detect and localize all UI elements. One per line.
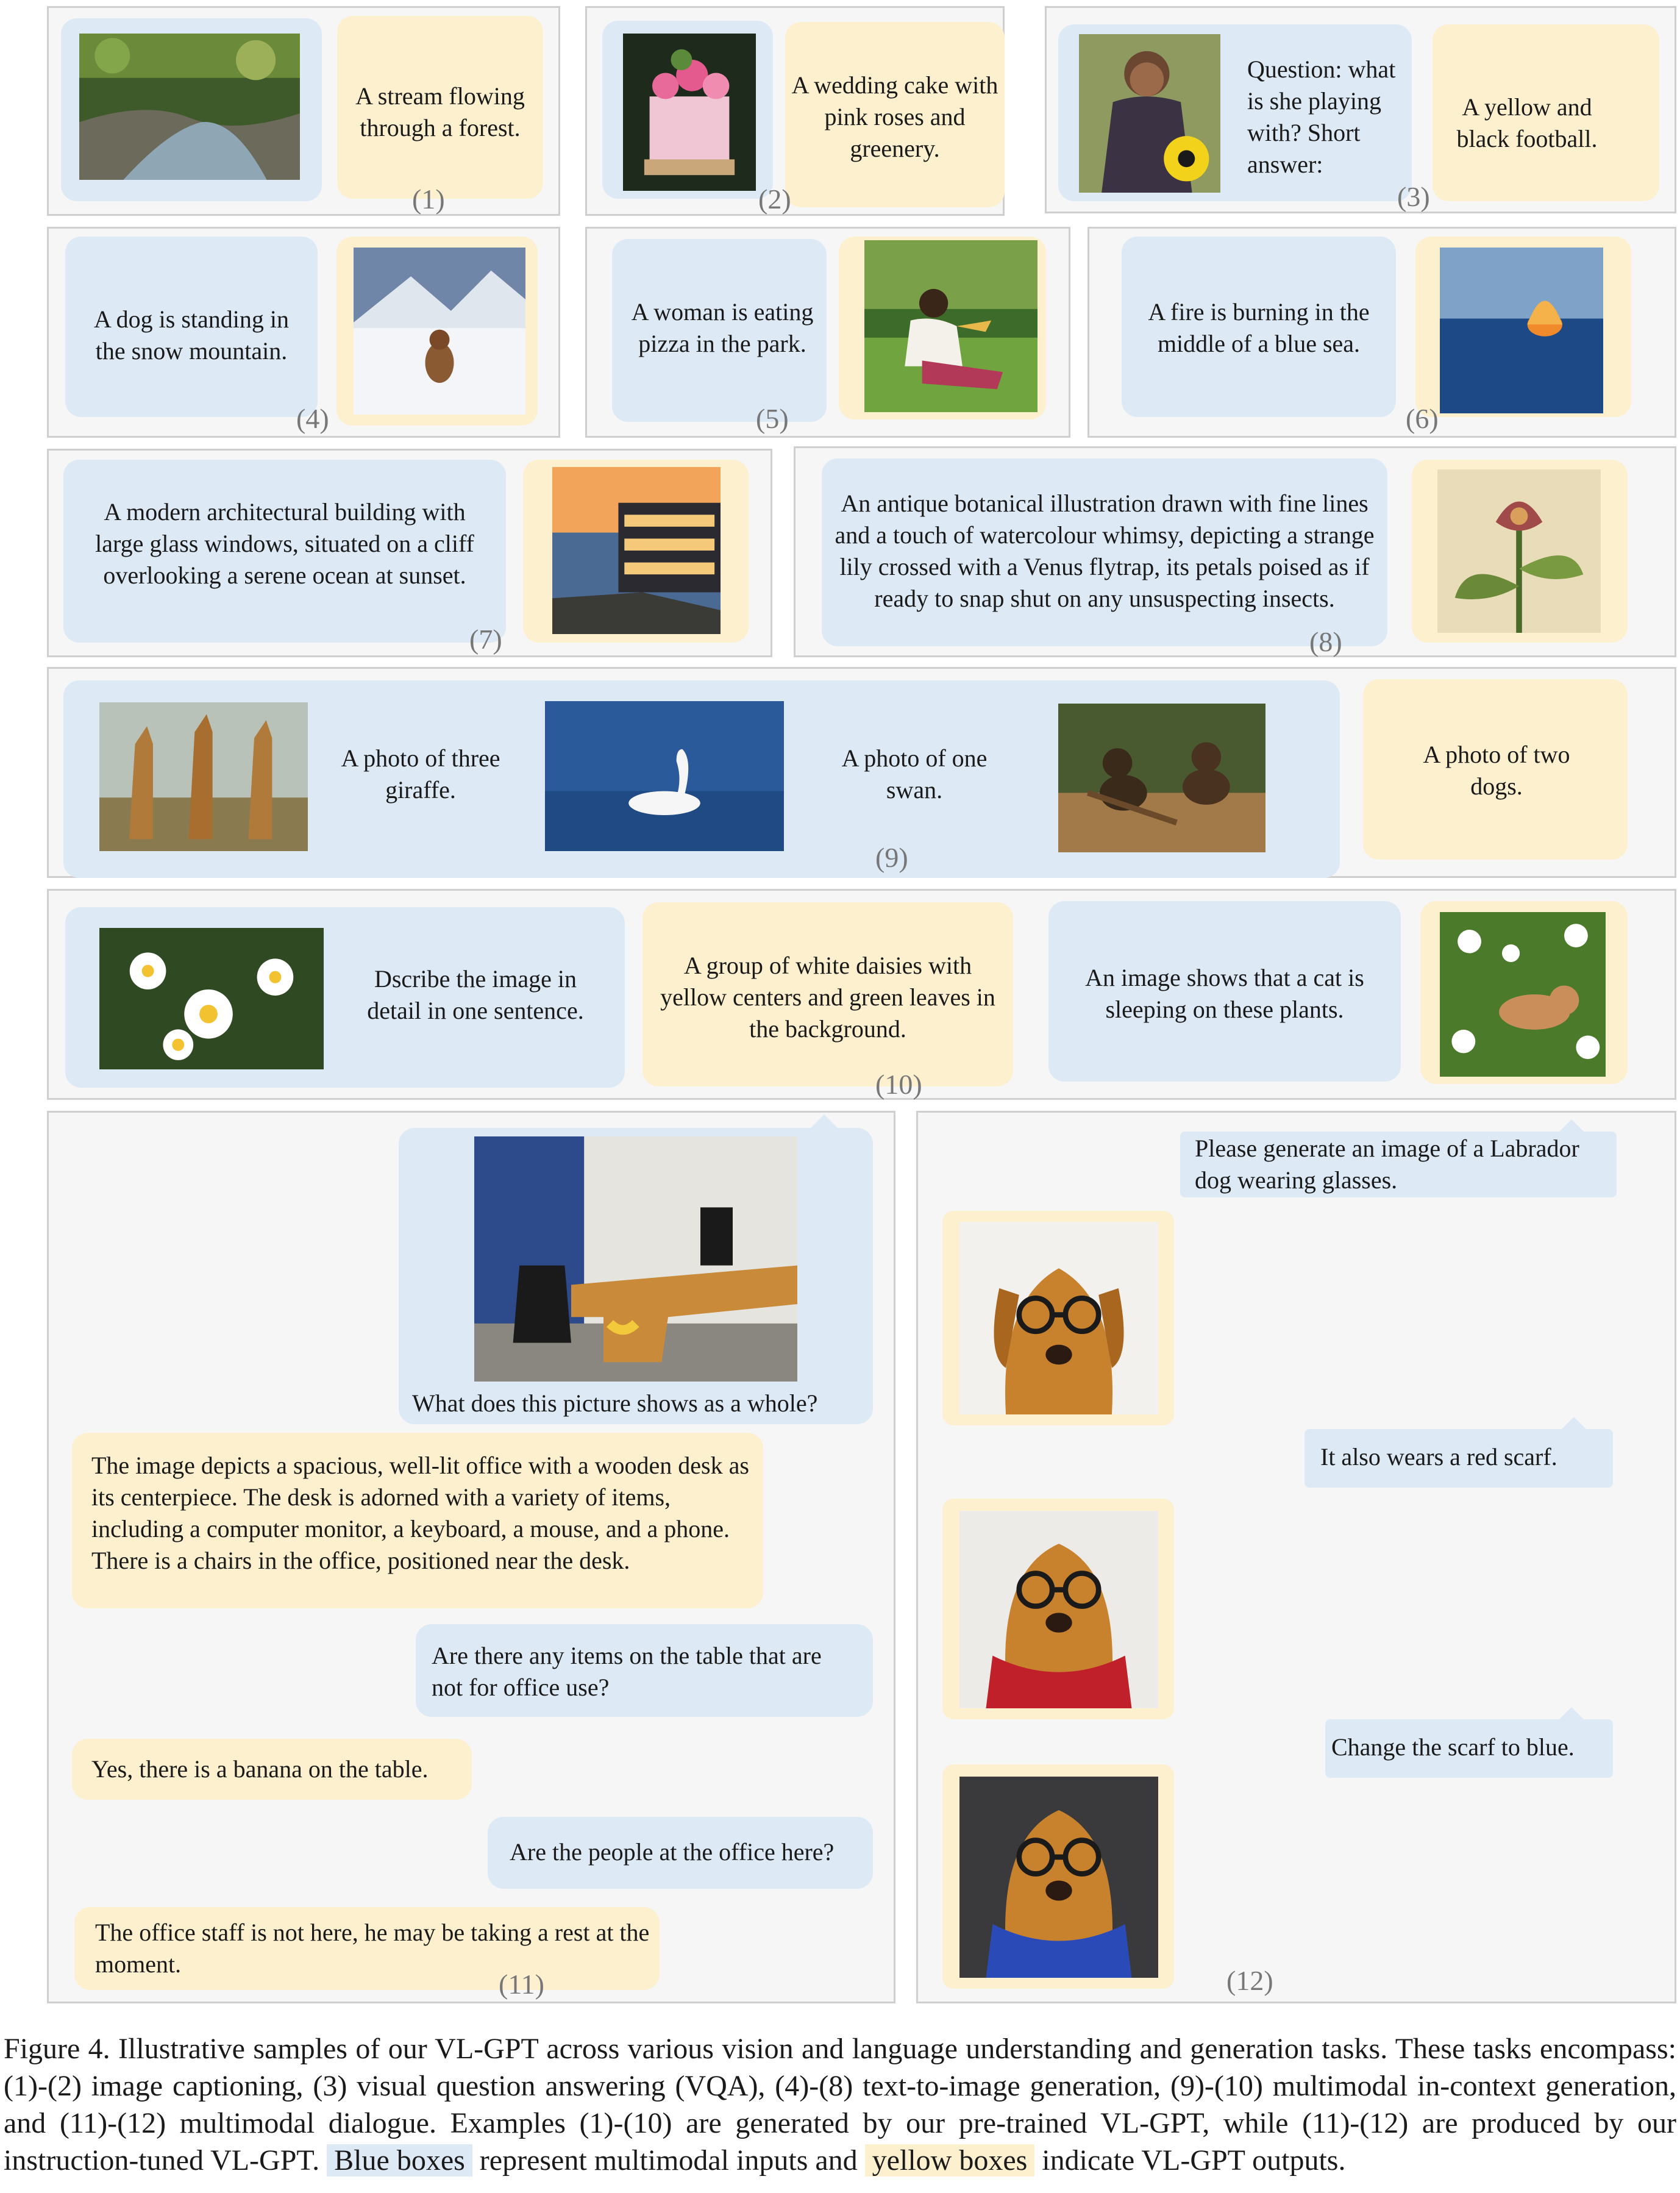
output-text-3: A yellow and black football. xyxy=(1456,93,1598,152)
input-box-10b xyxy=(1048,901,1401,1082)
botanical-lily-flytrap-image xyxy=(1437,469,1601,633)
question-box-2 xyxy=(416,1624,873,1717)
input-box-8 xyxy=(822,458,1387,646)
caption-yellow-label: yellow boxes xyxy=(864,2144,1035,2177)
girl-football-image xyxy=(1079,34,1220,193)
input-box-7 xyxy=(63,460,506,643)
bubble-tail xyxy=(1558,1707,1585,1721)
input-text-3: Question: what is she playing with? Shor… xyxy=(1247,55,1396,178)
panel-number-2: (2) xyxy=(758,184,791,215)
panel-number-12: (12) xyxy=(1226,1965,1273,1996)
one-swan-image xyxy=(545,701,784,851)
panel-number-11: (11) xyxy=(499,1969,544,2000)
input-text-7: A modern architectural building with lar… xyxy=(95,498,474,589)
input-text-5: A woman is eating pizza in the park. xyxy=(631,298,814,357)
panel-number-7: (7) xyxy=(469,624,502,655)
output-box-2 xyxy=(785,22,1005,207)
two-dogs-image xyxy=(1058,704,1265,852)
input-text-8: An antique botanical illustration drawn … xyxy=(835,490,1375,612)
office-desk-image xyxy=(474,1136,797,1382)
input-text-9a: A photo of three giraffe. xyxy=(341,744,500,804)
wedding-cake-image xyxy=(623,34,756,191)
caption-text-2: represent multimodal inputs and xyxy=(479,2144,858,2177)
panel-number-8: (8) xyxy=(1309,626,1342,657)
question-text-12-2: It also wears a red scarf. xyxy=(1320,1443,1557,1471)
panel-number-3: (3) xyxy=(1397,181,1430,212)
panel-number-9: (9) xyxy=(875,842,908,873)
dog-snow-mountain-image xyxy=(354,248,525,415)
input-text-10a: Dscribe the image in detail in one sente… xyxy=(367,965,584,1024)
output-text-9: A photo of two dogs. xyxy=(1423,741,1570,800)
answer-box-3 xyxy=(74,1907,660,1990)
question-text-12-1: Please generate an image of a Labrador d… xyxy=(1195,1135,1579,1194)
output-box-3 xyxy=(1433,24,1659,201)
input-text-10b: An image shows that a cat is sleeping on… xyxy=(1085,964,1364,1023)
figure-caption: Figure 4. Illustrative samples of our VL… xyxy=(4,2030,1676,2179)
question-box-12-1 xyxy=(1180,1132,1617,1197)
question-box-12-2 xyxy=(1304,1429,1613,1488)
answer-text-1: The image depicts a spacious, well-lit o… xyxy=(91,1452,749,1574)
three-giraffes-image xyxy=(99,702,308,851)
bubble-tail xyxy=(811,1114,838,1128)
question-text-1: What does this picture shows as a whole? xyxy=(412,1389,818,1417)
labrador-blue-scarf-image xyxy=(959,1777,1158,1978)
question-text-2: Are there any items on the table that ar… xyxy=(432,1642,822,1701)
caption-text-3: indicate VL-GPT outputs. xyxy=(1042,2144,1346,2177)
bubble-tail xyxy=(1561,1417,1587,1430)
panel-number-4: (4) xyxy=(296,403,329,434)
caption-text: Figure 4. Illustrative samples of our VL… xyxy=(4,2033,1676,2177)
answer-box-1 xyxy=(72,1433,763,1608)
output-box-9 xyxy=(1363,679,1628,860)
output-box-10 xyxy=(642,902,1013,1086)
question-box-12-3 xyxy=(1325,1719,1613,1778)
output-box-1 xyxy=(337,16,543,199)
bubble-tail xyxy=(1558,1119,1585,1133)
labrador-glasses-image xyxy=(959,1222,1158,1414)
caption-blue-label: Blue boxes xyxy=(327,2144,472,2177)
question-box-3 xyxy=(488,1817,873,1889)
answer-text-2: Yes, there is a banana on the table. xyxy=(91,1755,429,1783)
question-text-12-3: Change the scarf to blue. xyxy=(1331,1733,1575,1761)
daisies-image xyxy=(99,928,324,1069)
input-box-6 xyxy=(1122,237,1396,417)
panel-number-5: (5) xyxy=(756,403,789,434)
labrador-red-scarf-image xyxy=(959,1511,1158,1708)
output-text-10: A group of white daisies with yellow cen… xyxy=(660,952,995,1043)
cat-on-daisies-image xyxy=(1440,912,1606,1077)
question-text-3: Are the people at the office here? xyxy=(510,1838,835,1866)
output-text-2: A wedding cake with pink roses and green… xyxy=(791,71,998,162)
woman-pizza-park-image xyxy=(864,240,1038,412)
input-text-9b: A photo of one swan. xyxy=(841,744,988,804)
input-box-5 xyxy=(612,239,827,422)
input-text-6: A fire is burning in the middle of a blu… xyxy=(1148,298,1370,357)
panel-number-10: (10) xyxy=(875,1069,922,1100)
input-text-4: A dog is standing in the snow mountain. xyxy=(93,305,290,365)
fire-blue-sea-image xyxy=(1440,248,1603,413)
stream-forest-image xyxy=(79,34,300,180)
output-text-1: A stream flowing through a forest. xyxy=(355,82,525,141)
panel-number-1: (1) xyxy=(412,184,445,215)
answer-box-2 xyxy=(72,1739,472,1800)
panel-number-6: (6) xyxy=(1406,403,1439,434)
input-box-4 xyxy=(65,237,318,417)
answer-text-3: The office staff is not here, he may be … xyxy=(95,1919,650,1978)
glass-building-cliff-image xyxy=(552,467,721,634)
